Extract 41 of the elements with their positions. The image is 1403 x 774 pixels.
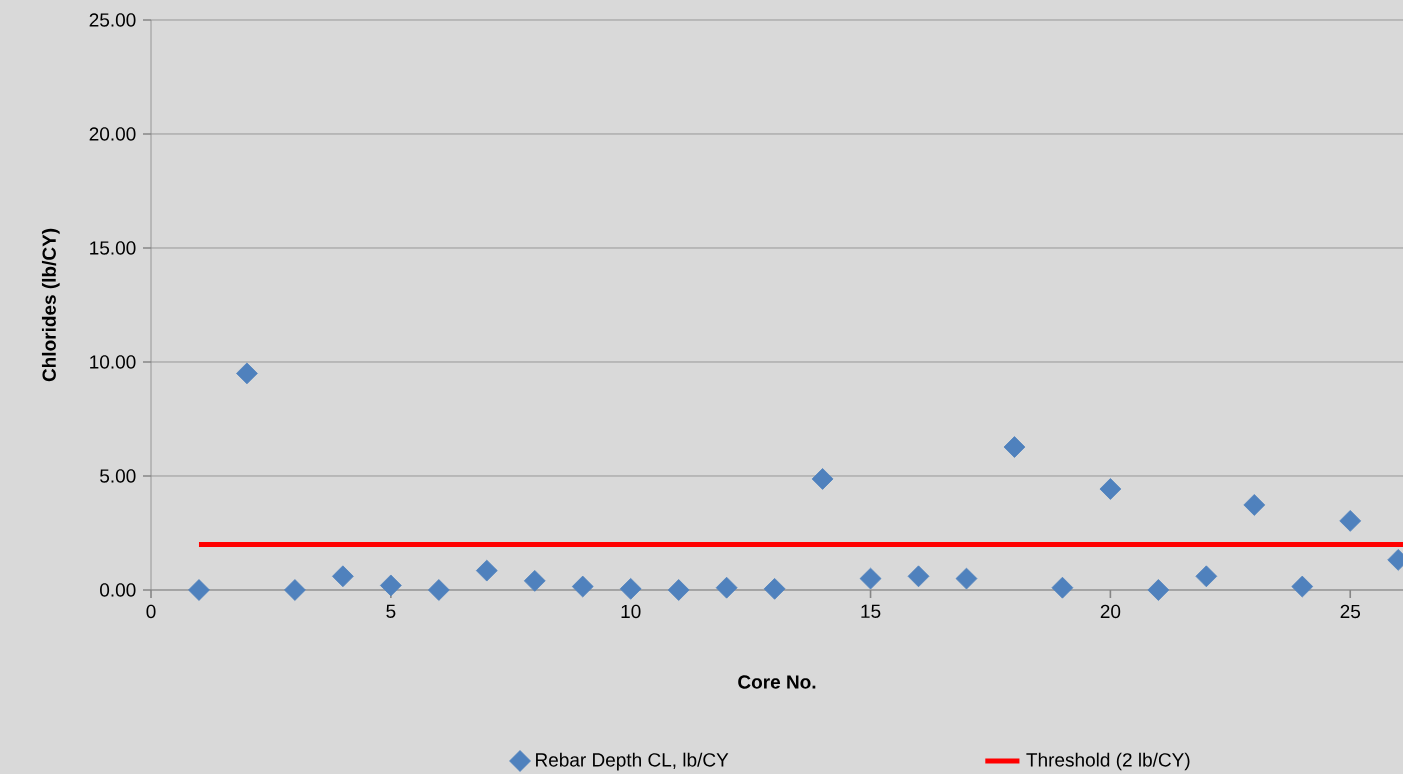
point: [859, 567, 882, 590]
point: [427, 579, 450, 601]
point: [284, 579, 306, 601]
x-tick-label: 20: [1100, 604, 1121, 619]
point: [1051, 576, 1074, 599]
y-axis-title: Chlorides (lb/CY): [41, 228, 60, 382]
point: [667, 579, 690, 601]
y-tick-label: 20.00: [89, 127, 136, 141]
y-tick-label: 5.00: [100, 469, 136, 483]
point: [1291, 575, 1314, 598]
point: [1147, 579, 1170, 601]
x-axis-title: Core No.: [738, 675, 816, 689]
point: [379, 574, 402, 597]
point: [907, 565, 930, 588]
x-tick-label: 25: [1340, 604, 1361, 619]
point: [188, 579, 210, 601]
x-tick-label: 15: [861, 604, 881, 618]
point: [475, 559, 498, 582]
point: [571, 575, 594, 598]
y-tick-label: 15.00: [90, 241, 136, 255]
point: [1339, 510, 1362, 532]
point: [332, 565, 354, 588]
y-tick-label: 0.00: [100, 583, 136, 597]
point: [955, 567, 978, 590]
point: [1243, 494, 1266, 516]
point: [715, 576, 738, 599]
x-tick-label: 10: [621, 604, 641, 619]
point: [1099, 478, 1122, 500]
point: [763, 577, 786, 600]
point: [1195, 565, 1218, 588]
point: [1003, 436, 1026, 458]
x-tick-label: 0: [146, 604, 156, 619]
y-tick-label: 10.00: [90, 355, 136, 369]
point: [523, 570, 546, 592]
legend-label: Rebar Depth CL, lb/CY: [536, 752, 729, 771]
y-tick-label: 25.00: [89, 13, 136, 27]
point: [619, 577, 642, 600]
point: [236, 362, 258, 385]
x-tick-label: 5: [386, 604, 396, 618]
legend-label: Threshold (2 lb/CY): [1026, 752, 1190, 771]
point: [811, 468, 834, 490]
